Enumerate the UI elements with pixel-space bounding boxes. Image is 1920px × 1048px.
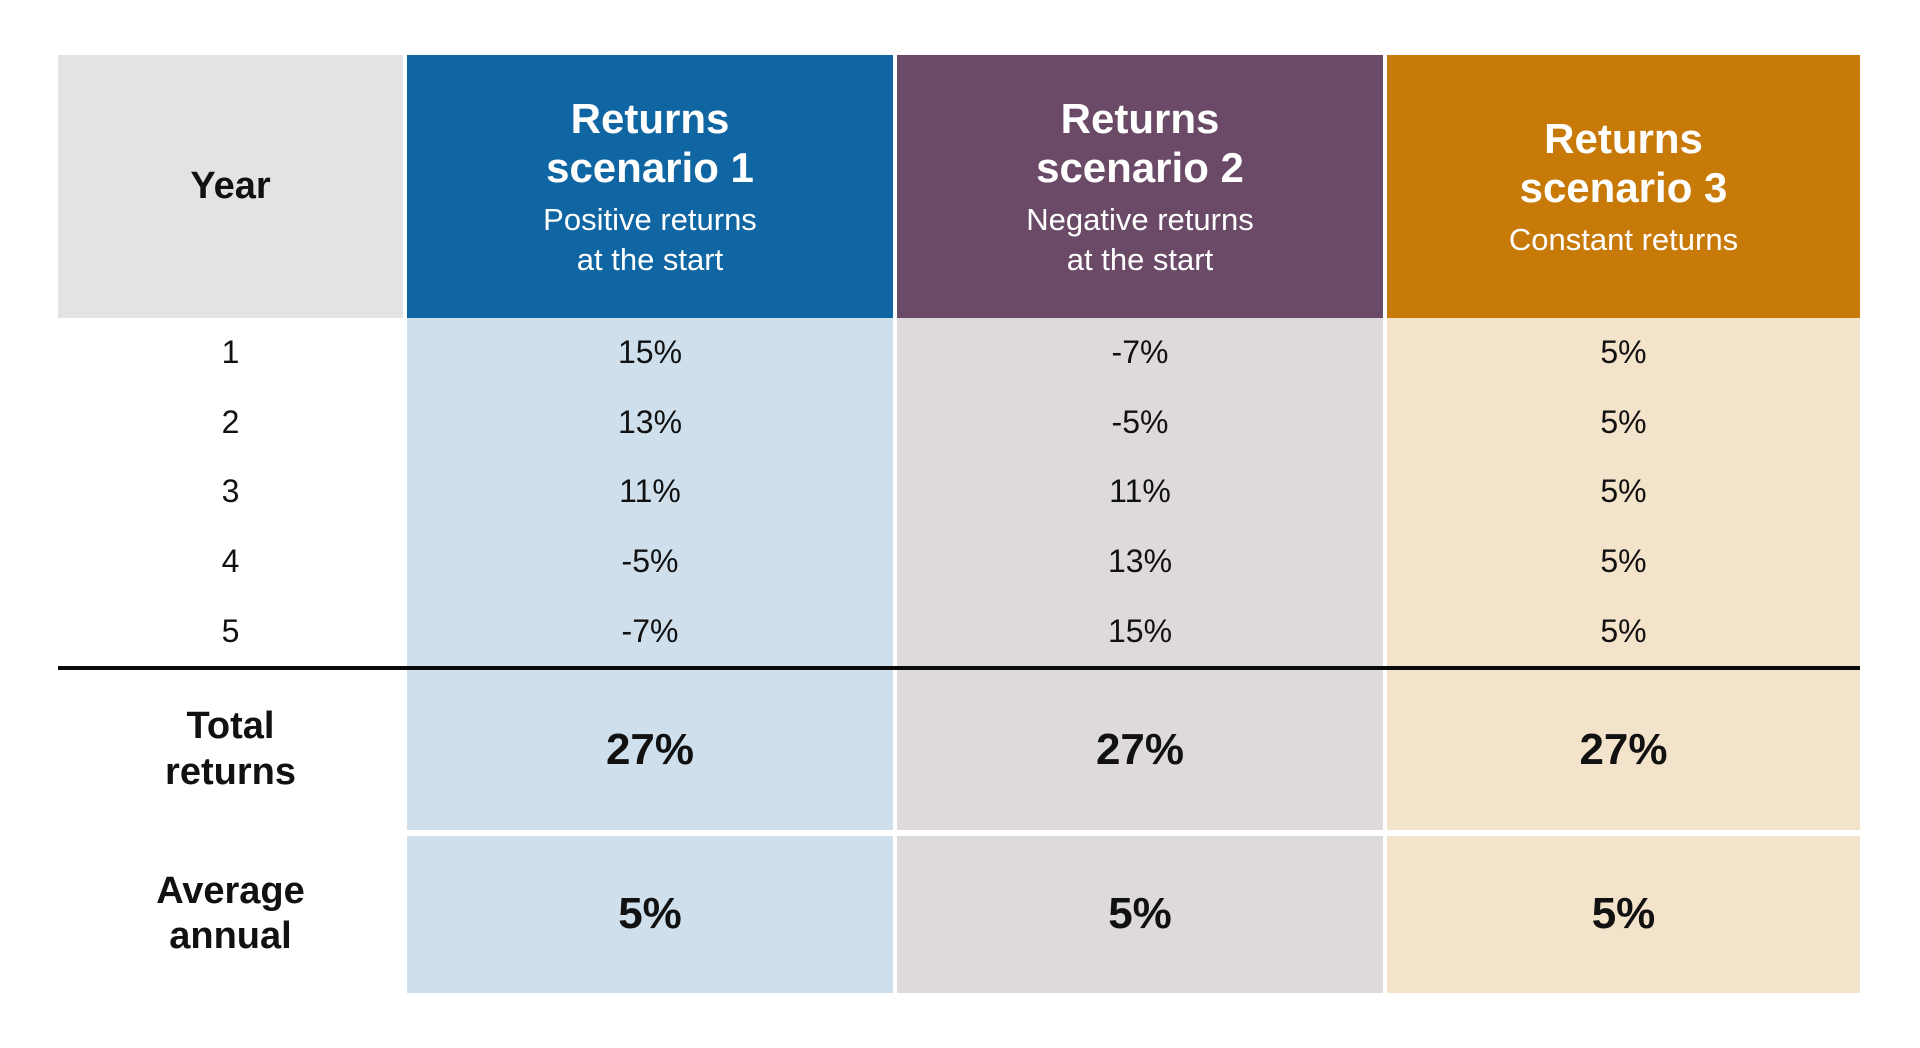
table-header-row: Year Returns scenario 1 Positive returns… <box>58 55 1860 318</box>
scenario2-cell: 11% <box>897 457 1383 527</box>
year-column-header: Year <box>58 55 403 318</box>
scenario2-cell: 15% <box>897 596 1383 666</box>
year-cell: 1 <box>58 318 403 388</box>
total-scenario1-value: 27% <box>407 669 893 830</box>
scenario3-title: Returns scenario 3 <box>1519 114 1728 212</box>
scenario3-cell: 5% <box>1387 596 1860 666</box>
year-cell: 2 <box>58 387 403 458</box>
scenario2-column-header: Returns scenario 2 Negative returns at t… <box>897 55 1383 318</box>
scenario1-cell: 13% <box>407 387 893 458</box>
scenario1-title: Returns scenario 1 <box>546 94 754 192</box>
scenario3-cell: 5% <box>1387 318 1860 388</box>
scenario2-cell: -5% <box>897 387 1383 458</box>
total-returns-label: Total returns <box>58 669 403 830</box>
average-scenario3-value: 5% <box>1387 835 1860 993</box>
total-scenario3-value: 27% <box>1387 669 1860 830</box>
table-body: 1 15% -7% 5% 2 13% -5% 5% 3 11% 11% 5% 4… <box>58 318 1860 666</box>
average-annual-label: Average annual <box>58 835 403 993</box>
scenario1-cell: -7% <box>407 596 893 666</box>
scenario1-subtitle: Positive returns at the start <box>543 201 757 277</box>
year-cell: 5 <box>58 596 403 666</box>
scenario3-cell: 5% <box>1387 526 1860 597</box>
average-annual-row: Average annual 5% 5% 5% <box>58 835 1860 993</box>
summary-divider-line <box>58 665 1860 670</box>
scenario2-subtitle: Negative returns at the start <box>1026 201 1254 277</box>
total-scenario2-value: 27% <box>897 669 1383 830</box>
average-scenario2-value: 5% <box>897 835 1383 993</box>
scenario3-subtitle: Constant returns <box>1508 221 1739 257</box>
scenario2-cell: -7% <box>897 318 1383 388</box>
average-scenario1-value: 5% <box>407 835 893 993</box>
summary-row-gap <box>58 829 1860 836</box>
scenario1-column-header: Returns scenario 1 Positive returns at t… <box>407 55 893 318</box>
scenario2-title: Returns scenario 2 <box>1036 94 1244 192</box>
scenario2-cell: 13% <box>897 526 1383 597</box>
scenario1-cell: 11% <box>407 457 893 527</box>
scenario3-column-header: Returns scenario 3 Constant returns <box>1387 55 1860 318</box>
returns-scenarios-table: Year Returns scenario 1 Positive returns… <box>58 55 1860 993</box>
scenario1-cell: 15% <box>407 318 893 388</box>
year-cell: 4 <box>58 526 403 597</box>
scenario3-cell: 5% <box>1387 387 1860 458</box>
total-returns-row: Total returns 27% 27% 27% <box>58 669 1860 830</box>
scenario3-cell: 5% <box>1387 457 1860 527</box>
year-cell: 3 <box>58 457 403 527</box>
scenario1-cell: -5% <box>407 526 893 597</box>
